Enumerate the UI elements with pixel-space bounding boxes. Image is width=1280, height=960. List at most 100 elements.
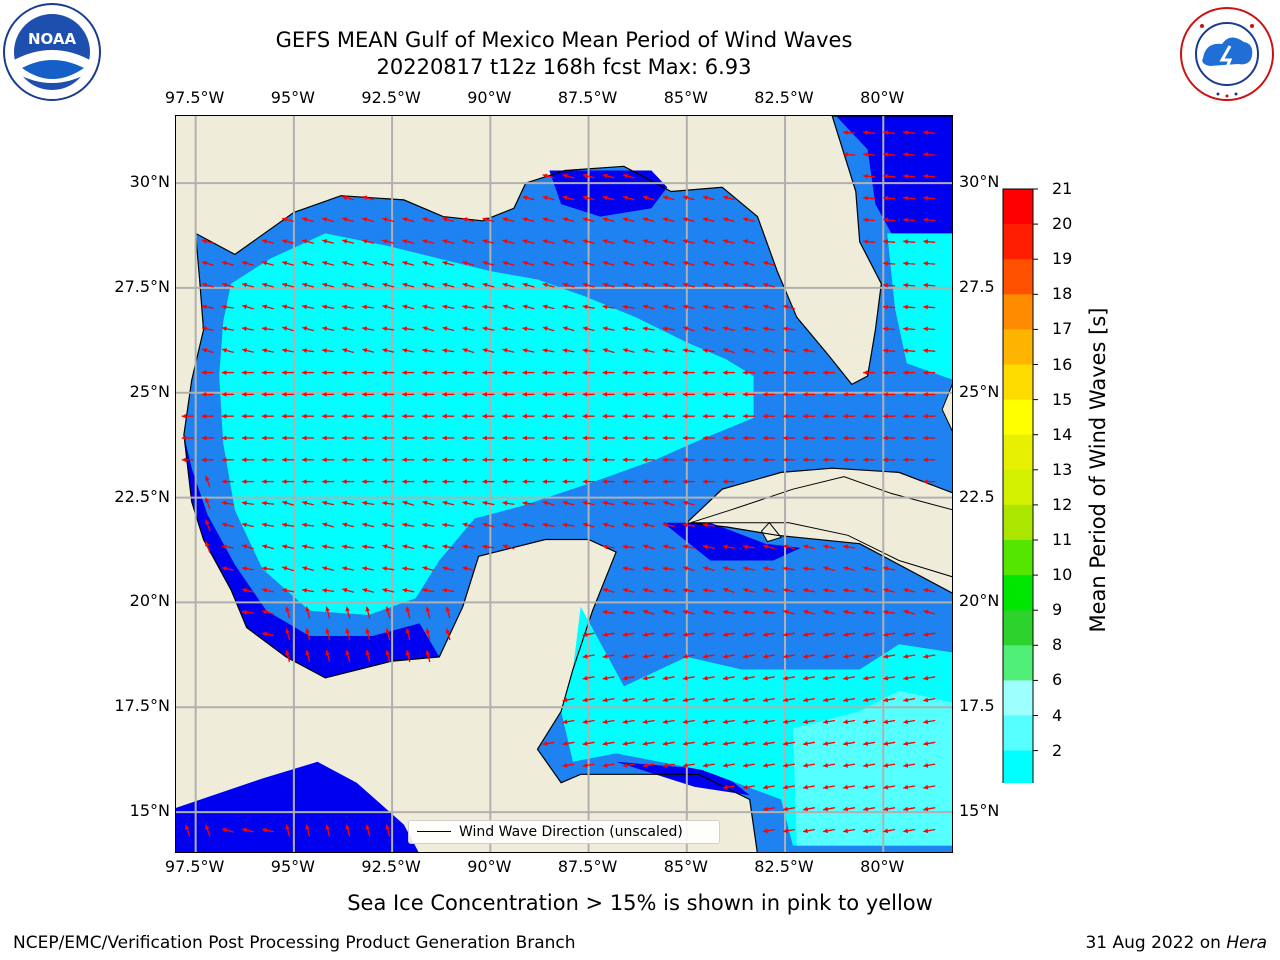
wave-arrow-head (242, 544, 248, 549)
wave-arrow-head (743, 217, 749, 222)
wave-arrow-head (522, 392, 527, 397)
wave-arrow-head (402, 348, 408, 353)
wave-arrow-head (763, 348, 768, 353)
wave-arrow-head (462, 457, 467, 463)
wave-arrow-head (783, 413, 788, 419)
wave-arrow-head (462, 544, 468, 550)
wave-arrow-head (402, 588, 408, 593)
wave-arrow-head (622, 763, 628, 768)
wave-arrow-head (723, 217, 728, 222)
wave-arrow-head (762, 435, 768, 441)
wave-arrow-head (482, 392, 487, 397)
wave-arrow-head (903, 588, 909, 593)
wave-arrow-head (702, 697, 708, 703)
wave-arrow-head (522, 260, 528, 266)
wave-arrow-head (362, 282, 368, 288)
wave-arrow-head (562, 435, 567, 441)
wave-arrow-head (783, 675, 788, 681)
wave-arrow-head (482, 348, 488, 353)
wave-arrow-head (362, 588, 368, 593)
wave-arrow-head (823, 632, 828, 637)
wave-arrow-head (763, 719, 768, 725)
wave-arrow-head (803, 675, 808, 681)
wave-arrow-head (863, 828, 869, 834)
wave-arrow-head (221, 479, 227, 484)
wave-arrow-head (803, 741, 808, 746)
wave-arrow-head (402, 217, 408, 222)
wave-arrow-head (642, 392, 648, 397)
wave-arrow-head (385, 650, 391, 656)
wave-arrow-head (783, 806, 788, 812)
wave-arrow-head (723, 195, 728, 201)
wave-arrow-head (723, 587, 729, 593)
wave-arrow-head (442, 282, 448, 288)
wave-arrow-head (442, 479, 447, 484)
wave-arrow-head (683, 195, 688, 201)
wave-arrow-head (702, 741, 708, 746)
wave-arrow-head (462, 435, 467, 441)
wave-arrow-head (682, 741, 688, 746)
wave-arrow-head (282, 479, 287, 484)
wave-arrow-head (382, 522, 388, 528)
wave-arrow-head (722, 435, 728, 441)
wave-arrow-head (542, 304, 548, 310)
wave-arrow-head (582, 304, 588, 310)
lat-label-left: 27.5°N (114, 276, 170, 296)
colorbar-segment (1003, 364, 1033, 400)
wave-arrow-head (262, 239, 268, 244)
wave-arrow-head (723, 260, 728, 266)
wave-arrow-head (322, 588, 327, 593)
wave-arrow-head (322, 566, 328, 571)
wave-arrow-head (923, 806, 929, 812)
wave-arrow-head (222, 827, 227, 833)
chart-subtitle: 20220817 t12z 168h fcst Max: 6.93 (376, 55, 752, 79)
wave-arrow-head (362, 348, 368, 353)
wave-arrow-head (462, 304, 468, 310)
wave-arrow-head (702, 654, 708, 659)
wave-arrow-head (723, 326, 728, 331)
wave-arrow-head (562, 282, 568, 288)
wave-arrow-head (883, 326, 888, 332)
wave-arrow-head (883, 675, 889, 681)
wave-arrow-head (502, 435, 507, 441)
wave-arrow-head (241, 435, 247, 441)
wave-arrow-head (342, 479, 347, 484)
coastline (183, 116, 952, 852)
lat-label-left: 20°N (129, 591, 170, 611)
wave-arrow-head (582, 632, 588, 637)
wave-arrow-head (722, 763, 728, 768)
wave-arrow-head (783, 609, 789, 615)
wave-arrow-head (863, 587, 869, 593)
wave-arrow-head (843, 741, 848, 746)
wave-arrow-head (181, 413, 187, 419)
wave-arrow-head (923, 152, 928, 157)
wave-arrow-head (422, 500, 428, 506)
wave-arrow-head (743, 697, 748, 703)
lon-label-bottom: 80°W (860, 857, 905, 876)
wave-arrow-head (345, 628, 350, 634)
wave-arrow-head (302, 370, 307, 375)
colorbar-segment (1003, 329, 1033, 365)
wave-arrow-head (923, 348, 928, 354)
wave-arrow-head (783, 697, 788, 703)
wave-arrow-head (843, 609, 849, 615)
wave-arrow-head (662, 609, 668, 615)
wave-arrow-head (783, 632, 788, 637)
wave-arrow-head (261, 435, 267, 441)
wave-arrow-head (442, 413, 447, 419)
lat-label-left: 17.5°N (114, 696, 170, 716)
wave-arrow-head (442, 348, 448, 353)
wave-arrow-head (803, 370, 808, 375)
wave-arrow-head (542, 522, 548, 528)
wave-arrow-head (242, 326, 247, 332)
wave-arrow-head (241, 413, 247, 419)
wave-arrow-head (783, 763, 788, 768)
wave-arrow-head (442, 435, 447, 441)
wave-arrow-head (382, 282, 388, 288)
wave-arrow-head (562, 392, 567, 397)
wave-arrow-head (883, 719, 889, 725)
wave-arrow-head (843, 719, 848, 725)
wave-arrow-head (923, 326, 928, 332)
wave-arrow-head (322, 260, 328, 266)
wave-arrow-head (883, 566, 889, 571)
